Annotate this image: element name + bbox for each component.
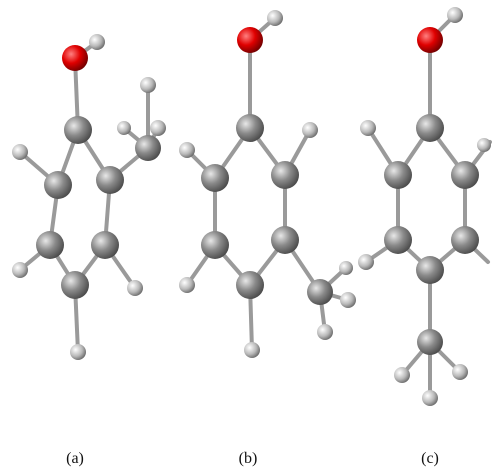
molecule-c — [358, 7, 491, 406]
panel-label: (c) — [421, 450, 439, 467]
molecule-b — [179, 10, 356, 358]
panel-label: (b) — [239, 450, 258, 467]
molecule-a — [12, 34, 166, 360]
panel-label: (a) — [66, 450, 84, 467]
figure: (a) (b) (c) — [0, 0, 492, 470]
